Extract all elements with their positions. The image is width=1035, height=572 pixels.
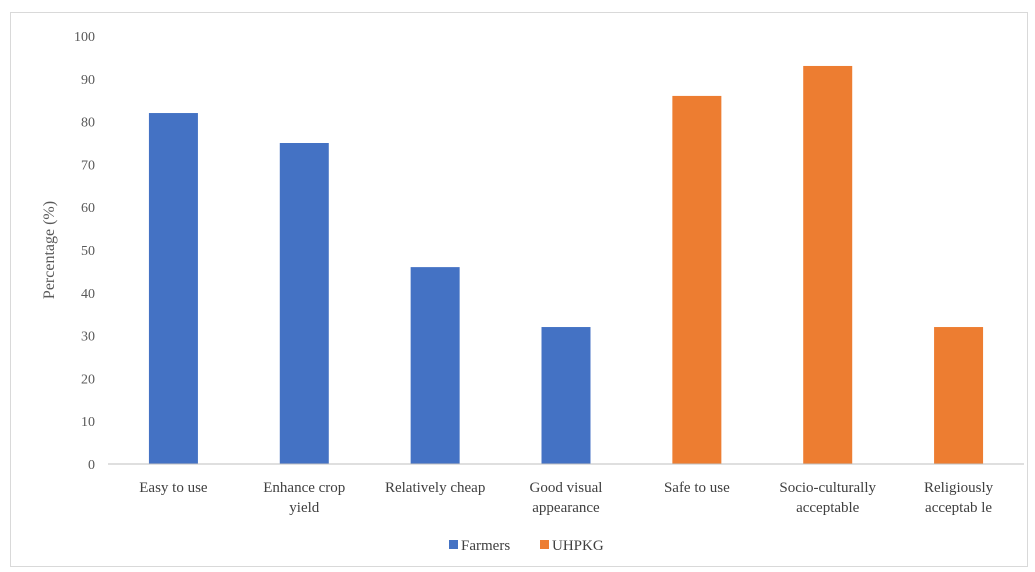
- x-category-label: Relatively cheap: [385, 480, 485, 496]
- bar-farmers: [279, 143, 329, 464]
- bar-farmers: [541, 327, 591, 464]
- y-tick-label: 40: [81, 287, 95, 302]
- x-category-label: acceptable: [796, 500, 860, 516]
- y-tick-label: 90: [81, 73, 95, 88]
- x-category-label: Enhance crop: [263, 480, 345, 496]
- x-category-label: Good visual: [530, 480, 603, 496]
- x-category-label: Easy to use: [139, 480, 208, 496]
- y-axis-title: Percentage (%): [41, 201, 58, 299]
- y-tick-label: 60: [81, 201, 95, 216]
- bar-uhpkg: [934, 327, 984, 464]
- y-tick-label: 100: [74, 30, 95, 45]
- bars: [148, 65, 984, 465]
- y-axis-ticks: 0 10 20 30 40 50 60 70 80 90 100: [74, 30, 95, 473]
- bar-farmers: [410, 267, 460, 464]
- y-tick-label: 0: [88, 458, 95, 473]
- legend: Farmers UHPKG: [449, 538, 604, 554]
- x-category-label: Safe to use: [664, 480, 730, 496]
- x-category-label: acceptab le: [925, 500, 992, 516]
- y-tick-label: 80: [81, 116, 95, 131]
- y-tick-label: 30: [81, 330, 95, 345]
- bar-farmers: [148, 113, 198, 464]
- x-category-label: yield: [289, 500, 319, 516]
- x-category-label: appearance: [532, 500, 600, 516]
- legend-swatch-uhpkg: [540, 540, 549, 549]
- y-tick-label: 50: [81, 244, 95, 259]
- legend-label: UHPKG: [552, 538, 604, 554]
- x-category-label: Socio-culturally: [779, 480, 876, 496]
- y-tick-label: 10: [81, 415, 95, 430]
- legend-label: Farmers: [461, 538, 510, 554]
- x-axis-labels: Easy to use Enhance crop yield Relatively c…: [139, 480, 993, 516]
- y-tick-label: 20: [81, 372, 95, 387]
- legend-swatch-farmers: [449, 540, 458, 549]
- x-category-label: Religiously: [924, 480, 994, 496]
- y-tick-label: 70: [81, 158, 95, 173]
- bar-uhpkg: [803, 65, 853, 465]
- bar-uhpkg: [672, 95, 722, 465]
